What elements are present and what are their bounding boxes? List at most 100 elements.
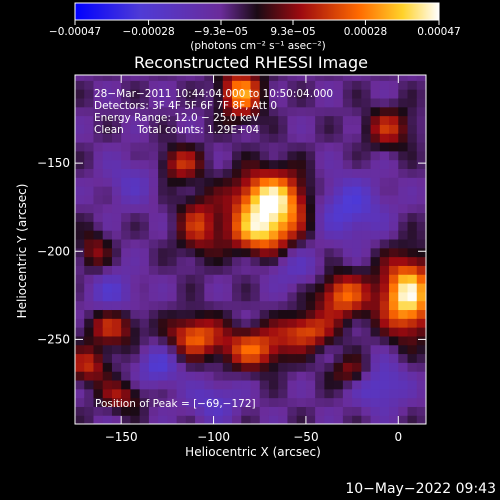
heatmap-cell: [121, 353, 132, 363]
heatmap-cell: [268, 291, 279, 302]
heatmap-cell: [315, 344, 325, 355]
heatmap-cell: [398, 124, 409, 134]
heatmap-cell: [84, 388, 95, 399]
heatmap-cell: [176, 362, 187, 372]
heatmap-cell: [389, 406, 399, 416]
heatmap-cell: [352, 327, 362, 337]
heatmap-cell: [389, 353, 399, 363]
heatmap-cell: [352, 194, 362, 205]
heatmap-cell: [111, 415, 122, 424]
heatmap-cell: [93, 344, 104, 355]
heatmap-cell: [204, 282, 215, 293]
heatmap-cell: [195, 353, 205, 363]
heatmap-cell: [222, 353, 233, 363]
heatmap-cell: [148, 124, 159, 134]
heatmap-cell: [259, 256, 270, 266]
heatmap-cell: [259, 230, 270, 240]
heatmap-cell: [370, 124, 381, 134]
heatmap-cell: [342, 115, 353, 125]
heatmap-cell: [158, 327, 168, 337]
heatmap-cell: [213, 388, 224, 399]
heatmap-cell: [379, 141, 390, 152]
heatmap-cell: [407, 203, 418, 214]
heatmap-cell: [139, 256, 150, 266]
heatmap-cell: [167, 124, 178, 134]
heatmap-cell: [167, 203, 178, 214]
heatmap-cell: [130, 124, 141, 134]
heatmap-cell: [148, 415, 159, 424]
heatmap-cell: [379, 344, 390, 355]
heatmap-cell: [185, 256, 196, 266]
heatmap-cell: [389, 89, 399, 99]
heatmap-cell: [185, 221, 196, 231]
heatmap-cell: [93, 274, 104, 284]
heatmap-cell: [222, 141, 233, 152]
heatmap-cell: [84, 371, 95, 381]
heatmap-cell: [342, 406, 353, 416]
heatmap-cell: [130, 238, 141, 249]
heatmap-cell: [407, 335, 418, 346]
heatmap-cell: [379, 150, 390, 161]
heatmap-cell: [278, 406, 289, 416]
heatmap-cell: [416, 203, 426, 214]
heatmap-cell: [232, 75, 242, 81]
heatmap-cell: [102, 212, 113, 222]
heatmap-cell: [204, 212, 215, 222]
heatmap-cell: [259, 212, 270, 222]
heatmap-cell: [111, 194, 122, 205]
heatmap-cell: [111, 212, 122, 222]
heatmap-cell: [250, 353, 261, 363]
heatmap-cell: [379, 353, 390, 363]
heatmap-cell: [93, 80, 104, 90]
heatmap-cell: [259, 106, 270, 117]
heatmap-cell: [407, 274, 418, 284]
heatmap-cell: [111, 362, 122, 372]
heatmap-cell: [111, 247, 122, 258]
heatmap-cell: [176, 353, 187, 363]
heatmap-cell: [195, 265, 205, 275]
heatmap-cell: [324, 256, 335, 266]
heatmap-cell: [361, 230, 372, 240]
heatmap-cell: [250, 309, 261, 319]
heatmap-cell: [416, 397, 426, 407]
heatmap-cell: [259, 362, 270, 372]
heatmap-cell: [268, 238, 279, 249]
colorbar-units: (photons cm⁻² s⁻¹ asec⁻²): [190, 40, 325, 52]
heatmap-cell: [416, 406, 426, 416]
heatmap-cell: [305, 265, 316, 275]
heatmap-cell: [167, 75, 178, 81]
heatmap-cell: [176, 186, 187, 196]
heatmap-cell: [315, 415, 325, 424]
heatmap-cell: [84, 300, 95, 311]
heatmap-cell: [222, 75, 233, 81]
heatmap-cell: [232, 318, 242, 328]
heatmap-cell: [352, 203, 362, 214]
heatmap-cell: [222, 80, 233, 90]
heatmap-cell: [176, 133, 187, 143]
heatmap-cell: [195, 318, 205, 328]
heatmap-cell: [259, 265, 270, 275]
heatmap-cell: [324, 309, 335, 319]
heatmap-cell: [287, 168, 298, 178]
heatmap-cell: [333, 124, 344, 134]
heatmap-cell: [352, 89, 362, 99]
heatmap-cell: [333, 80, 344, 90]
heatmap-cell: [389, 379, 399, 390]
heatmap-cell: [287, 80, 298, 90]
heatmap-cell: [195, 309, 205, 319]
heatmap-cell: [158, 362, 168, 372]
heatmap-cell: [398, 362, 409, 372]
heatmap-cell: [148, 282, 159, 293]
heatmap-cell: [195, 168, 205, 178]
heatmap-cell: [75, 168, 85, 178]
heatmap-cell: [75, 362, 85, 372]
heatmap-cell: [139, 115, 150, 125]
heatmap-cell: [75, 89, 85, 99]
heatmap-cell: [370, 75, 381, 81]
heatmap-cell: [93, 150, 104, 161]
heatmap-cell: [370, 397, 381, 407]
heatmap-cell: [370, 362, 381, 372]
heatmap-cell: [167, 212, 178, 222]
heatmap-cell: [250, 89, 261, 99]
heatmap-cell: [259, 344, 270, 355]
